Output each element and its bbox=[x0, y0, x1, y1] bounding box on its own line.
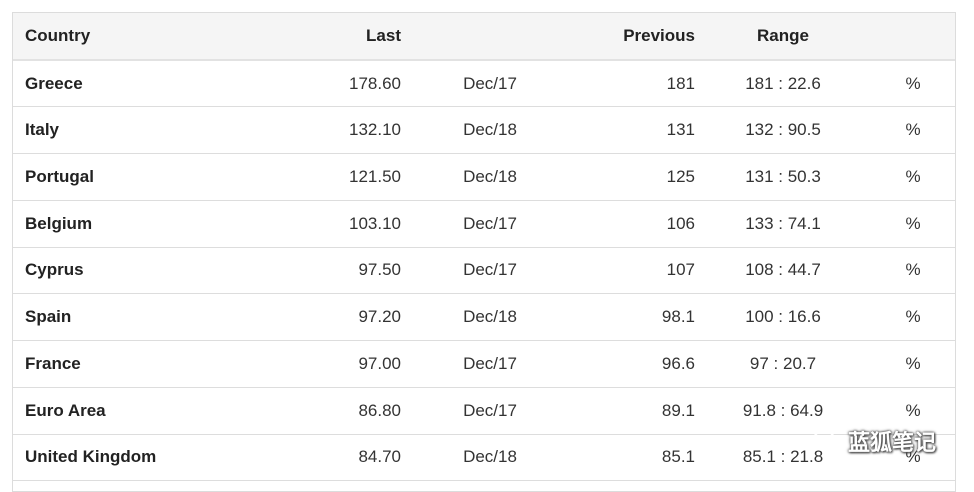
table-row[interactable]: Italy 132.10 Dec/18 131 132 : 90.5 % bbox=[13, 107, 955, 154]
range-value: 133 : 74.1 bbox=[745, 213, 821, 233]
unit-label: % bbox=[905, 400, 921, 420]
reference-date: Dec/17 bbox=[463, 353, 517, 373]
unit-label: % bbox=[905, 213, 921, 233]
reference-date: Dec/17 bbox=[463, 213, 517, 233]
previous-value: 125 bbox=[666, 166, 695, 186]
reference-date: Dec/18 bbox=[463, 166, 517, 186]
reference-date: Dec/17 bbox=[463, 73, 517, 93]
last-value: 132.10 bbox=[349, 120, 401, 140]
range-value: 91.8 : 64.9 bbox=[742, 400, 824, 420]
reference-date: Dec/18 bbox=[463, 447, 517, 467]
last-value: 121.50 bbox=[349, 166, 401, 186]
previous-value: 131 bbox=[666, 120, 695, 140]
last-value: 103.10 bbox=[349, 213, 401, 233]
range-value: 131 : 50.3 bbox=[745, 166, 821, 186]
table-row[interactable]: United Kingdom 84.70 Dec/18 85.1 85.1 : … bbox=[13, 434, 955, 481]
last-value: 84.70 bbox=[358, 447, 401, 467]
table-row[interactable]: Spain 97.20 Dec/18 98.1 100 : 16.6 % bbox=[13, 294, 955, 341]
table-row[interactable]: France 97.00 Dec/17 96.6 97 : 20.7 % bbox=[13, 341, 955, 388]
country-name[interactable]: Greece bbox=[25, 73, 83, 93]
unit-label: % bbox=[905, 166, 921, 186]
range-value: 97 : 20.7 bbox=[749, 353, 817, 373]
header-date bbox=[401, 13, 579, 60]
table-row[interactable]: Euro Area 86.80 Dec/17 89.1 91.8 : 64.9 … bbox=[13, 387, 955, 434]
previous-value: 98.1 bbox=[661, 307, 695, 327]
last-value: 178.60 bbox=[349, 73, 401, 93]
unit-label: % bbox=[905, 73, 921, 93]
last-value: 97.00 bbox=[358, 353, 401, 373]
previous-value: 106 bbox=[666, 213, 695, 233]
data-table-panel: Country Last Previous Range Greece 178.6… bbox=[12, 12, 956, 492]
range-value: 132 : 90.5 bbox=[745, 120, 821, 140]
country-name[interactable]: France bbox=[25, 353, 81, 373]
last-value: 86.80 bbox=[358, 400, 401, 420]
previous-value: 181 bbox=[666, 73, 695, 93]
unit-label: % bbox=[905, 353, 921, 373]
unit-label: % bbox=[905, 307, 921, 327]
last-value: 97.50 bbox=[358, 260, 401, 280]
country-name[interactable]: Belgium bbox=[25, 213, 93, 233]
reference-date: Dec/17 bbox=[463, 260, 517, 280]
country-name[interactable]: Portugal bbox=[25, 166, 94, 186]
country-name[interactable]: Cyprus bbox=[25, 260, 84, 280]
range-value: 108 : 44.7 bbox=[745, 260, 821, 280]
country-name[interactable]: Italy bbox=[25, 120, 60, 140]
table-row[interactable]: Cyprus 97.50 Dec/17 107 108 : 44.7 % bbox=[13, 247, 955, 294]
table-row[interactable]: Belgium 103.10 Dec/17 106 133 : 74.1 % bbox=[13, 200, 955, 247]
header-last[interactable]: Last bbox=[366, 26, 401, 45]
header-range[interactable]: Range bbox=[757, 26, 809, 45]
range-value: 85.1 : 21.8 bbox=[742, 447, 824, 467]
range-value: 100 : 16.6 bbox=[745, 307, 821, 327]
table-row[interactable]: Greece 178.60 Dec/17 181 181 : 22.6 % bbox=[13, 60, 955, 107]
previous-value: 107 bbox=[666, 260, 695, 280]
table-header-row: Country Last Previous Range bbox=[13, 13, 955, 60]
country-name[interactable]: Spain bbox=[25, 307, 72, 327]
reference-date: Dec/18 bbox=[463, 120, 517, 140]
reference-date: Dec/17 bbox=[463, 400, 517, 420]
reference-date: Dec/18 bbox=[463, 307, 517, 327]
last-value: 97.20 bbox=[358, 307, 401, 327]
previous-value: 89.1 bbox=[661, 400, 695, 420]
table-row[interactable]: Portugal 121.50 Dec/18 125 131 : 50.3 % bbox=[13, 154, 955, 201]
unit-label: % bbox=[905, 120, 921, 140]
unit-label: % bbox=[905, 260, 921, 280]
header-country[interactable]: Country bbox=[25, 26, 91, 45]
previous-value: 85.1 bbox=[661, 447, 695, 467]
header-unit bbox=[871, 13, 955, 60]
country-name[interactable]: Euro Area bbox=[25, 400, 106, 420]
country-data-table: Country Last Previous Range Greece 178.6… bbox=[13, 13, 955, 481]
country-name[interactable]: United Kingdom bbox=[25, 447, 157, 467]
range-value: 181 : 22.6 bbox=[745, 73, 821, 93]
previous-value: 96.6 bbox=[661, 353, 695, 373]
unit-label: % bbox=[905, 447, 921, 467]
header-previous[interactable]: Previous bbox=[623, 26, 695, 45]
